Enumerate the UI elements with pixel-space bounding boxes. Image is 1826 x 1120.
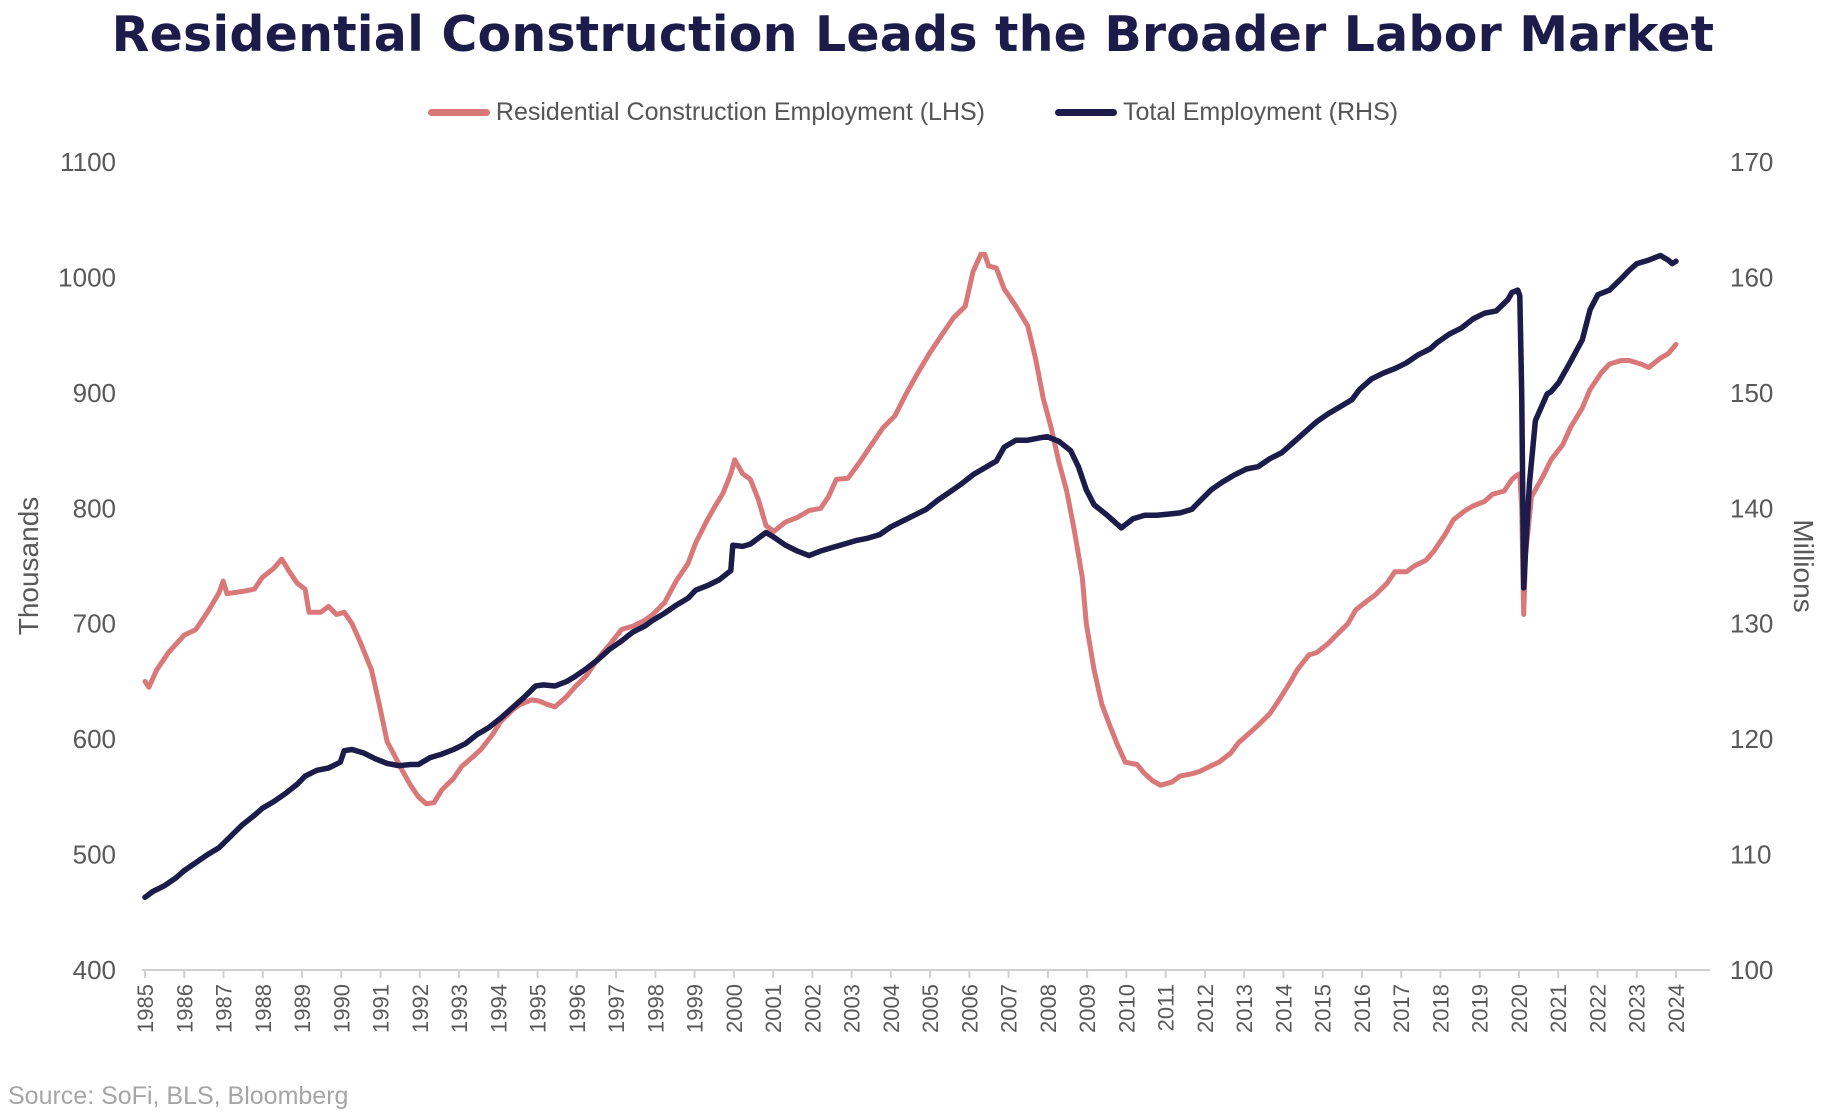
y-left-tick-label: 900: [73, 378, 116, 408]
y-right-tick-label: 150: [1730, 378, 1773, 408]
x-tick-label: 1988: [251, 984, 276, 1033]
series-line-total-employment: [142, 252, 1679, 901]
x-tick-label: 1995: [526, 984, 551, 1033]
x-tick-label: 2016: [1350, 984, 1375, 1033]
x-tick-label: 1997: [604, 984, 629, 1033]
x-tick-label: 2014: [1271, 984, 1296, 1033]
chart-title: Residential Construction Leads the Broad…: [111, 6, 1715, 63]
y-left-tick-label: 400: [73, 955, 116, 985]
legend-item-residential: Residential Construction Employment (LHS…: [427, 98, 985, 127]
x-tick-label: 2011: [1154, 984, 1179, 1031]
x-tick-label: 2023: [1625, 984, 1650, 1033]
y-right-tick-label: 130: [1730, 609, 1773, 639]
legend-swatch-residential: [427, 109, 490, 116]
y-right-axis-title: Millions: [1788, 519, 1819, 612]
x-tick-label: 2004: [879, 984, 904, 1033]
x-tick-label: 1996: [565, 984, 590, 1033]
x-tick-label: 2000: [722, 984, 747, 1033]
legend-label-total: Total Employment (RHS): [1123, 98, 1399, 126]
x-tick-label: 2010: [1114, 984, 1139, 1033]
x-tick-label: 1990: [329, 984, 354, 1033]
line-chart: 1100 1000 900 800 700 600 500 400 170 160 150 140 13…: [13, 147, 1819, 1033]
y-left-axis-title: Thousands: [13, 497, 44, 636]
y-right-tick-label: 140: [1730, 493, 1773, 523]
x-tick-label: 1998: [643, 984, 668, 1033]
source-note: Source: SoFi, BLS, Bloomberg: [8, 1082, 349, 1110]
x-tick-label: 2013: [1232, 984, 1257, 1033]
y-right-tick-label: 160: [1730, 262, 1773, 292]
x-tick-label: 2009: [1075, 984, 1100, 1033]
y-right-tick-label: 170: [1730, 147, 1773, 177]
x-tick-label: 1986: [172, 984, 197, 1033]
y-left-tick-label: 800: [73, 493, 116, 523]
x-tick-label: 2003: [840, 984, 865, 1033]
x-tick-label: 2001: [761, 984, 786, 1033]
y-left-tick-label: 700: [73, 609, 116, 639]
x-tick-label: 1999: [683, 984, 708, 1033]
x-tick-label: 2020: [1507, 984, 1532, 1033]
y-left-tick-label: 500: [73, 840, 116, 870]
x-tick-label: 1991: [369, 984, 394, 1033]
x-tick-label: 2005: [918, 984, 943, 1033]
x-tick-label: 2024: [1664, 984, 1689, 1033]
x-tick-label: 2022: [1585, 984, 1610, 1033]
y-left-tick-label: 600: [73, 724, 116, 754]
x-tick-label: 1985: [133, 984, 158, 1033]
legend: Residential Construction Employment (LHS…: [0, 98, 1826, 127]
x-tick-label: 2012: [1193, 984, 1218, 1033]
y-right-tick-label: 100: [1730, 955, 1773, 985]
x-tick-label: 2008: [1036, 984, 1061, 1033]
x-tick-label: 1993: [447, 984, 472, 1033]
x-tick-label: 2017: [1389, 984, 1414, 1033]
x-tick-label: 2021: [1546, 984, 1571, 1033]
legend-label-residential: Residential Construction Employment (LHS…: [495, 98, 985, 126]
y-left-tick-label: 1100: [60, 147, 116, 177]
x-tick-label: 2019: [1468, 984, 1493, 1033]
x-tick-label: 1992: [408, 984, 433, 1033]
y-left-tick-label: 1000: [58, 262, 116, 292]
legend-item-total: Total Employment (RHS): [1055, 98, 1398, 127]
x-tick-label: 1987: [212, 984, 237, 1033]
x-tick-label: 2006: [957, 984, 982, 1033]
legend-swatch-total: [1055, 109, 1117, 116]
x-tick-label: 2018: [1428, 984, 1453, 1033]
y-right-tick-label: 110: [1730, 840, 1771, 870]
x-tick-label: 1994: [486, 984, 511, 1033]
x-tick-label: 2002: [800, 984, 825, 1033]
y-right-tick-label: 120: [1730, 724, 1773, 754]
x-tick-label: 2007: [997, 984, 1022, 1033]
x-tick-label: 1989: [290, 984, 315, 1033]
x-tick-label: 2015: [1311, 984, 1336, 1033]
series-line-residential-construction: [142, 251, 1679, 807]
